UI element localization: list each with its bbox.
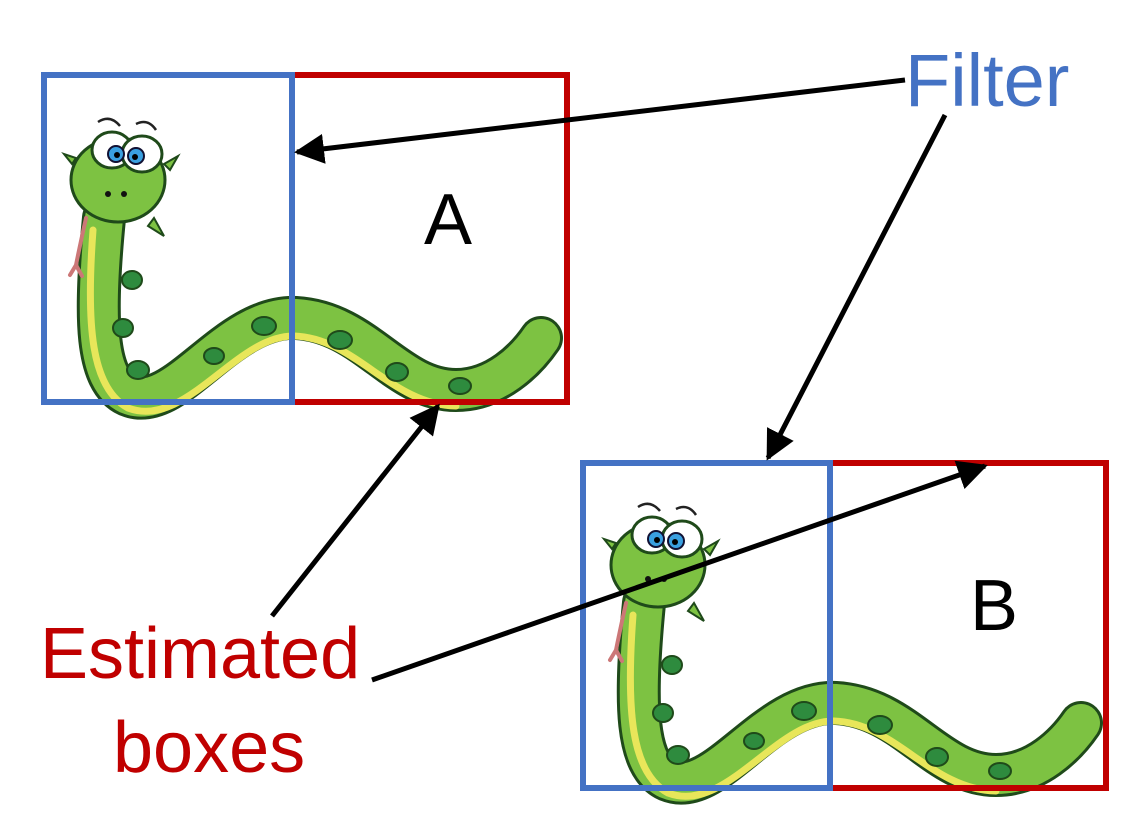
filter-label: Filter (905, 39, 1070, 122)
arrow-estimated-to-box-a (270, 403, 440, 618)
estimated-label-line2: boxes (113, 708, 306, 788)
filter-box-b (580, 460, 833, 791)
estimated-label-line1: Estimated (40, 614, 361, 694)
scene-a (41, 72, 570, 412)
arrow-filter-to-box-a (294, 77, 906, 164)
snake-a-image (64, 119, 541, 412)
filter-box-a (41, 72, 295, 405)
snake-b-image (604, 504, 1081, 797)
box-b-label: B (970, 566, 1019, 646)
box-a-label: A (424, 180, 473, 260)
arrow-filter-to-box-b (765, 113, 948, 461)
arrow-estimated-to-box-b (371, 460, 988, 683)
